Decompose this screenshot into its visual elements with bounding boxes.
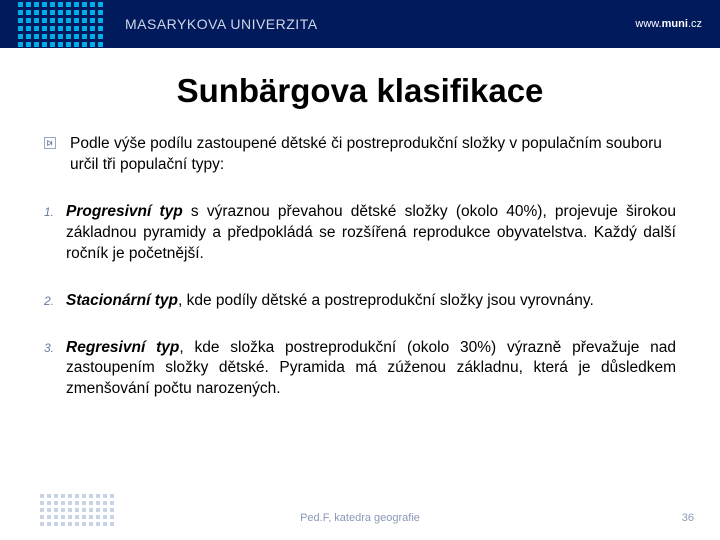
list-item: 3. Regresivní typ, kde složka postreprod… bbox=[44, 338, 676, 401]
item-body: Regresivní typ, kde složka postreprodukč… bbox=[66, 338, 676, 401]
url-suffix: .cz bbox=[688, 18, 702, 30]
item-lead: Stacionární typ bbox=[66, 292, 178, 309]
slide-title: Sunbärgova klasifikace bbox=[0, 72, 720, 110]
item-number: 1. bbox=[44, 205, 66, 219]
url-bold: muni bbox=[662, 18, 688, 30]
page-number: 36 bbox=[682, 512, 694, 524]
item-number: 3. bbox=[44, 341, 66, 355]
logo-dot-grid bbox=[18, 2, 103, 47]
header-bar: MASARYKOVA UNIVERZITA www.muni.cz bbox=[0, 0, 720, 48]
content-area: Podle výše podílu zastoupené dětské či p… bbox=[0, 134, 720, 400]
bullet-box-icon bbox=[44, 137, 56, 149]
item-lead: Regresivní typ bbox=[66, 339, 179, 356]
item-rest: , kde podíly dětské a postreprodukční sl… bbox=[178, 292, 594, 309]
footer-text: Ped.F, katedra geografie bbox=[0, 512, 720, 524]
intro-text: Podle výše podílu zastoupené dětské či p… bbox=[70, 134, 676, 176]
list-item: 2. Stacionární typ, kde podíly dětské a … bbox=[44, 291, 676, 312]
item-lead: Progresivní typ bbox=[66, 203, 183, 220]
intro-row: Podle výše podílu zastoupené dětské či p… bbox=[44, 134, 676, 176]
university-name: MASARYKOVA UNIVERZITA bbox=[125, 16, 318, 32]
item-number: 2. bbox=[44, 294, 66, 308]
url-prefix: www. bbox=[635, 18, 661, 30]
site-url: www.muni.cz bbox=[635, 18, 702, 30]
item-body: Progresivní typ s výraznou převahou děts… bbox=[66, 202, 676, 265]
item-body: Stacionární typ, kde podíly dětské a pos… bbox=[66, 291, 676, 312]
list-item: 1. Progresivní typ s výraznou převahou d… bbox=[44, 202, 676, 265]
